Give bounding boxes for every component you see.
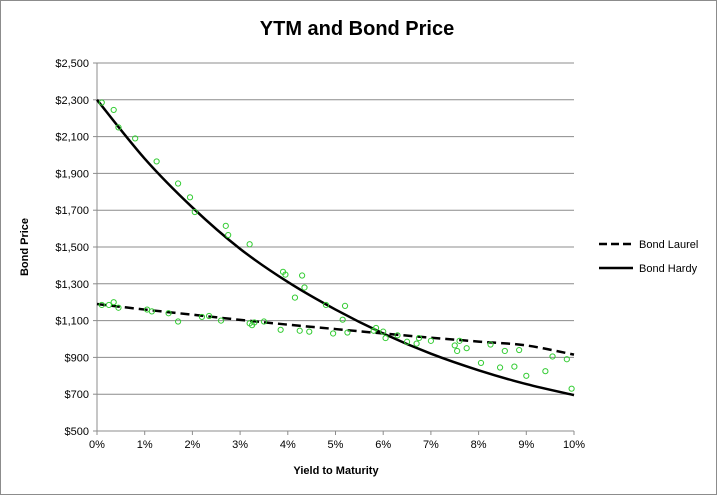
scatter-point	[115, 124, 122, 131]
scatter-point	[115, 304, 122, 311]
scatter-point	[205, 312, 213, 320]
scatter-point	[549, 353, 556, 360]
scatter-point	[225, 231, 232, 239]
chart-title: YTM and Bond Price	[260, 18, 454, 40]
x-tick-label: 9%	[518, 439, 534, 451]
x-tick-label: 8%	[471, 439, 487, 451]
scatter-point	[296, 327, 303, 334]
scatter-point	[370, 327, 377, 334]
y-tick-label: $500	[65, 426, 89, 438]
scatter-point	[251, 319, 258, 326]
scatter-point	[98, 99, 105, 106]
scatter-point	[339, 316, 346, 323]
legend: Bond Laurel Bond Hardy	[599, 239, 698, 275]
y-tick-label: $2,300	[55, 95, 89, 107]
y-tick-label: $1,100	[55, 316, 89, 328]
y-tick-label: $700	[65, 389, 89, 401]
scatter-point	[563, 356, 570, 363]
scatter-point	[568, 385, 575, 392]
x-tick-label: 6%	[375, 439, 391, 451]
scatter-point	[291, 294, 299, 301]
scatter-point	[191, 208, 198, 216]
scatter-point	[456, 337, 463, 344]
axis-layer: $500 $700 $900 $1,100 $1,300 $1,500 $1,700 $1,9…	[55, 58, 585, 451]
scatter-point	[516, 346, 523, 354]
scatter-point	[477, 359, 485, 367]
y-tick-label: $1,900	[55, 168, 89, 180]
scatter-point	[382, 334, 389, 342]
scatter-point	[322, 301, 330, 309]
scatter-point	[415, 334, 423, 342]
legend-label: Bond Laurel	[639, 239, 698, 251]
scatter-point	[282, 271, 289, 278]
x-tick-label: 3%	[232, 439, 248, 451]
x-tick-label: 4%	[280, 439, 296, 451]
y-tick-label: $1,700	[55, 205, 89, 217]
x-tick-label: 5%	[328, 439, 344, 451]
scatter-layer	[98, 99, 575, 392]
x-tick-label: 1%	[137, 439, 153, 451]
scatter-point	[217, 317, 225, 324]
scatter-point	[148, 308, 155, 315]
scatter-point	[105, 301, 113, 309]
scatter-point	[330, 330, 337, 337]
series-line-bond-laurel	[96, 302, 575, 356]
grid-layer	[97, 62, 574, 432]
scatter-point	[394, 332, 401, 339]
scatter-point	[165, 310, 172, 317]
y-tick-label: $2,100	[55, 132, 89, 144]
y-tick-label: $1,500	[55, 242, 89, 254]
scatter-point	[344, 329, 351, 336]
scatter-point	[451, 342, 458, 349]
scatter-point	[299, 272, 306, 279]
scatter-point	[487, 341, 494, 348]
series-line-bond-hardy	[96, 99, 575, 397]
scatter-point	[413, 340, 420, 347]
scatter-point	[174, 180, 182, 187]
scatter-point	[246, 241, 253, 248]
x-tick-label: 2%	[184, 439, 200, 451]
scatter-point	[511, 363, 518, 370]
scatter-point	[186, 194, 194, 201]
scatter-point	[198, 313, 206, 321]
scatter-point	[463, 345, 470, 352]
y-tick-label: $2,500	[55, 58, 89, 70]
scatter-point	[110, 106, 117, 114]
scatter-point	[260, 318, 268, 325]
scatter-point	[98, 301, 105, 309]
legend-label: Bond Hardy	[639, 263, 698, 275]
x-axis-title: Yield to Maturity	[293, 465, 379, 477]
scatter-point	[174, 318, 182, 325]
scatter-point	[427, 337, 434, 344]
x-tick-label: 10%	[563, 439, 585, 451]
scatter-point	[380, 328, 387, 335]
scatter-point	[132, 135, 139, 142]
scatter-point	[501, 347, 508, 355]
x-tick-label: 7%	[423, 439, 439, 451]
y-tick-label: $900	[65, 352, 89, 364]
scatter-point	[403, 338, 411, 345]
scatter-point	[496, 364, 504, 371]
scatter-point	[542, 368, 549, 375]
scatter-point	[523, 372, 530, 379]
scatter-point	[277, 326, 284, 333]
scatter-point	[110, 299, 117, 306]
x-tick-label: 0%	[89, 439, 105, 451]
y-axis-title: Bond Price	[19, 218, 31, 276]
scatter-point	[306, 328, 313, 335]
scatter-point	[153, 158, 160, 165]
scatter-point	[454, 347, 461, 355]
y-tick-label: $1,300	[55, 279, 89, 291]
scatter-point	[301, 284, 308, 291]
scatter-point	[341, 302, 349, 309]
scatter-point	[222, 222, 229, 229]
